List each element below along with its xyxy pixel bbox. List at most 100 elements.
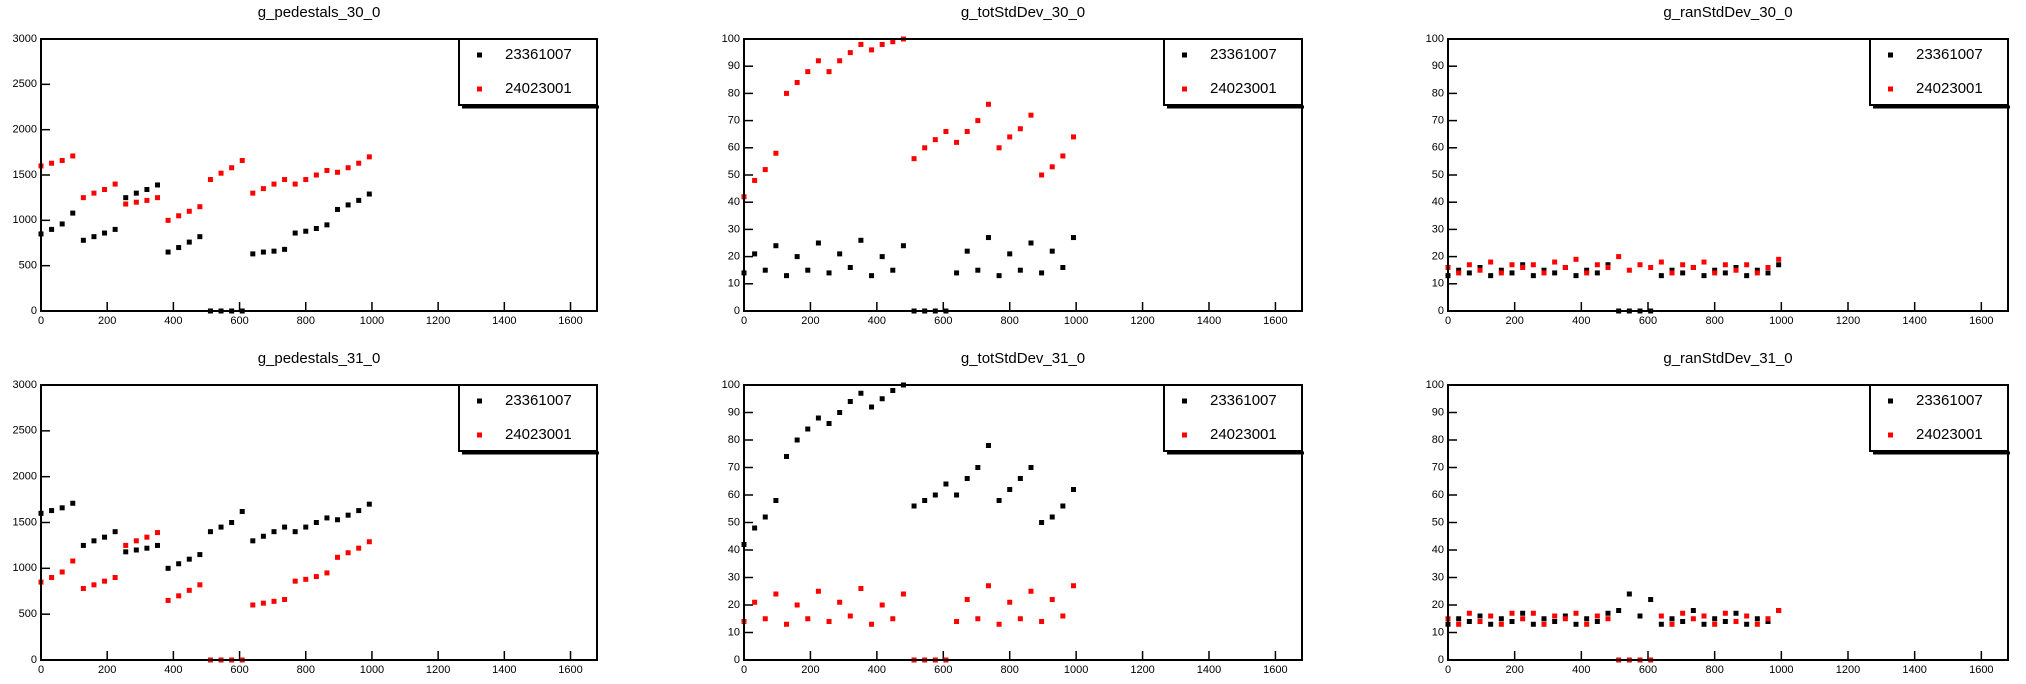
point (1039, 270, 1045, 276)
x-tick-label: 600 (1639, 664, 1657, 676)
y-tick-label: 20 (1432, 599, 1444, 611)
point (1594, 262, 1600, 268)
point (1530, 273, 1536, 279)
point (1541, 267, 1547, 273)
point (1605, 616, 1611, 622)
legend-marker (1182, 52, 1187, 58)
point (869, 404, 875, 410)
point (260, 600, 266, 606)
x-tick-label: 1600 (558, 664, 582, 676)
point (922, 145, 928, 151)
point (762, 616, 768, 622)
point (250, 251, 256, 257)
point (1017, 476, 1023, 481)
point (784, 621, 790, 627)
x-tick-label: 0 (38, 315, 44, 327)
point (282, 177, 288, 183)
point (1007, 251, 1013, 257)
point (1712, 267, 1718, 273)
point (366, 154, 372, 160)
point (1776, 608, 1782, 613)
plot-frame (40, 384, 598, 661)
y-tick-label: 90 (1432, 60, 1444, 72)
point (165, 249, 171, 255)
point (1573, 256, 1579, 262)
chart-title: g_pedestals_31_0 (258, 350, 381, 367)
y-tick-label: 100 (1426, 33, 1444, 45)
point (186, 239, 192, 245)
plot-frame (743, 384, 1303, 661)
point (815, 58, 821, 64)
point (1498, 616, 1504, 622)
point (837, 251, 843, 257)
point (996, 273, 1002, 279)
x-tick-label: 200 (801, 315, 819, 327)
x-tick-label: 400 (1572, 315, 1590, 327)
panel: g_pedestals_31_0 0 200 400 600 800 1000 1200 140… (13, 350, 599, 676)
point (1765, 619, 1771, 624)
x-tick-label: 1200 (1130, 315, 1154, 327)
point (1060, 153, 1066, 159)
point (1669, 621, 1675, 627)
y-tick-label: 80 (728, 434, 740, 446)
point (49, 160, 55, 166)
x-tick-label: 800 (1001, 664, 1019, 676)
y-tick-label: 60 (1432, 142, 1444, 154)
point (1007, 134, 1013, 140)
point (1466, 619, 1472, 624)
point (1658, 273, 1664, 279)
point (282, 524, 288, 530)
y-tick-label: 20 (728, 251, 740, 263)
x-tick-label: 800 (1705, 664, 1723, 676)
point (1680, 262, 1686, 268)
x-tick-label: 800 (1705, 315, 1723, 327)
y-tick-label: 50 (728, 169, 740, 181)
point (869, 621, 875, 627)
point (964, 128, 970, 134)
point (335, 206, 341, 212)
point (1028, 112, 1034, 118)
point (879, 396, 885, 402)
y-tick-label: 30 (728, 223, 740, 235)
legend-label: 23361007 (1210, 392, 1277, 409)
chart-title: g_pedestals_30_0 (258, 4, 381, 21)
y-tick-label: 10 (1432, 626, 1444, 638)
x-tick-label: 1000 (1064, 664, 1088, 676)
point (112, 575, 118, 580)
point (985, 443, 991, 448)
point (1605, 262, 1611, 268)
legend-box (1163, 38, 1303, 106)
point (102, 230, 108, 236)
point (954, 619, 960, 624)
point (1648, 264, 1654, 270)
point (292, 578, 298, 584)
y-tick-label: 0 (734, 654, 740, 666)
point (752, 177, 758, 183)
point (784, 90, 790, 96)
point (345, 202, 351, 208)
point (985, 235, 991, 241)
y-tick-label: 10 (728, 626, 740, 638)
point (112, 181, 118, 187)
point (1520, 262, 1526, 268)
point (324, 515, 330, 521)
x-tick-label: 1200 (1130, 664, 1154, 676)
point (303, 524, 309, 530)
x-tick-label: 400 (164, 664, 182, 676)
point (260, 533, 266, 539)
point (847, 613, 853, 619)
point (805, 426, 811, 432)
point (752, 599, 758, 605)
point (1530, 621, 1536, 627)
point (869, 47, 875, 53)
point (91, 582, 97, 588)
y-tick-label: 0 (734, 305, 740, 317)
point (826, 619, 832, 624)
point (1070, 583, 1076, 589)
point (59, 157, 65, 163)
point (1520, 616, 1526, 622)
point (1456, 270, 1462, 276)
point (1626, 591, 1632, 597)
chart-title: g_ranStdDev_31_0 (1663, 350, 1792, 367)
point (282, 597, 288, 602)
